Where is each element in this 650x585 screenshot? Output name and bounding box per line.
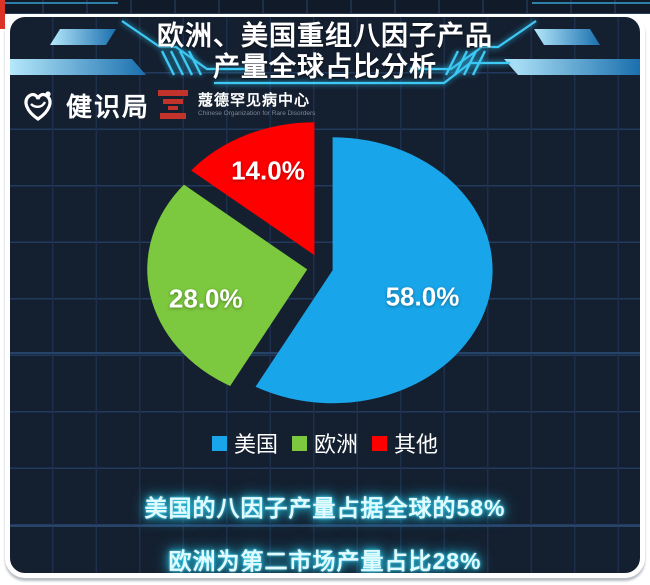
legend-label-other: 其他 bbox=[394, 432, 439, 457]
jianshiju-heart-icon bbox=[24, 91, 52, 121]
legend-swatch-europe bbox=[291, 435, 307, 451]
title-banner-decor bbox=[10, 20, 640, 85]
legend-item-europe: 欧洲 bbox=[291, 427, 358, 459]
pie-label-europe: 28.0% bbox=[168, 283, 243, 314]
top-decor-strip bbox=[0, 0, 650, 14]
pie-slice-other bbox=[191, 122, 315, 256]
legend-swatch-usa bbox=[211, 435, 227, 451]
branding-row: 健识局 蔻德罕见病中心 Chinese Organization for Rar… bbox=[18, 83, 315, 127]
legend-item-usa: 美国 bbox=[211, 427, 278, 459]
grid-accent-line bbox=[10, 525, 640, 527]
cord-emblem-icon bbox=[158, 90, 189, 119]
cord-org-name: 蔻德罕见病中心 bbox=[198, 91, 311, 109]
legend-item-other: 其他 bbox=[372, 427, 438, 459]
cord-org-subtitle: Chinese Organization for Rare Disorders bbox=[198, 110, 316, 118]
legend-label-europe: 欧洲 bbox=[313, 432, 358, 457]
title-line-1: 欧洲、美国重组八因子产品 bbox=[157, 21, 493, 51]
blue-slash-decor-left bbox=[10, 29, 146, 75]
red-corner-accent bbox=[0, 0, 5, 29]
pie-label-usa: 58.0% bbox=[385, 281, 460, 312]
pie-label-other: 14.0% bbox=[231, 155, 305, 186]
chart-card: 欧洲、美国重组八因子产品 产量全球占比分析 健识局 蔻德罕见病中心 Chines… bbox=[5, 12, 645, 578]
legend-label-usa: 美国 bbox=[233, 432, 278, 457]
hatch-marks-right bbox=[444, 50, 487, 76]
pie-slice-usa bbox=[255, 137, 493, 404]
card-background-grid: 欧洲、美国重组八因子产品 产量全球占比分析 健识局 蔻德罕见病中心 Chines… bbox=[10, 17, 640, 573]
chart-title: 欧洲、美国重组八因子产品 产量全球占比分析 bbox=[10, 21, 640, 83]
caption-line-1: 美国的八因子产量占据全球的58% bbox=[144, 495, 506, 521]
pie-legend: 美国 欧洲 其他 bbox=[10, 427, 640, 459]
pie-slice-europe bbox=[147, 184, 308, 386]
caption-line-2: 欧洲为第二市场产量占比28% bbox=[168, 548, 482, 573]
title-line-2: 产量全球占比分析 bbox=[213, 52, 437, 82]
jianshiju-logo-text: 健识局 bbox=[66, 91, 151, 122]
pie-chart bbox=[147, 122, 493, 404]
cord-logo-text: 蔻德罕见病中心 Chinese Organization for Rare Di… bbox=[198, 91, 316, 118]
legend-swatch-other bbox=[372, 435, 387, 451]
hatch-marks-left bbox=[160, 50, 203, 76]
blue-slash-decor-right bbox=[504, 29, 640, 75]
